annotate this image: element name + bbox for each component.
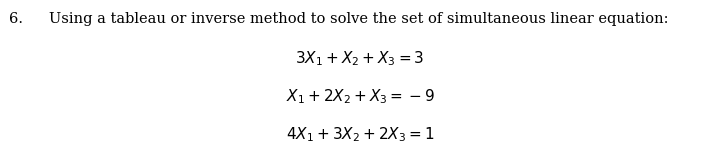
Text: $3X_1 + X_2 + X_3 = 3$: $3X_1 + X_2 + X_3 = 3$ [295,50,425,68]
Text: $4X_1 + 3X_2 + 2X_3 = 1$: $4X_1 + 3X_2 + 2X_3 = 1$ [286,125,434,144]
Text: Using a tableau or inverse method to solve the set of simultaneous linear equati: Using a tableau or inverse method to sol… [49,12,668,26]
Text: 6.: 6. [9,12,23,26]
Text: $X_1 + 2X_2 + X_3 = -9$: $X_1 + 2X_2 + X_3 = -9$ [286,87,434,106]
